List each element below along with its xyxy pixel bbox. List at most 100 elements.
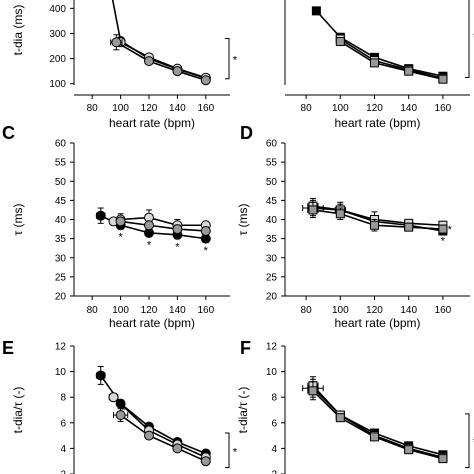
- y-tick-label: 25: [266, 272, 278, 283]
- significance-star: *: [473, 31, 474, 43]
- series-3-line: [312, 390, 444, 460]
- x-tick-label: 160: [197, 305, 214, 316]
- significance-star: *: [204, 245, 209, 257]
- series-2-line: [113, 216, 206, 227]
- series-3-point: [308, 205, 318, 215]
- x-tick-label: 80: [301, 103, 313, 114]
- y-tick-label: 55: [55, 158, 67, 169]
- y-tick-label: 200: [49, 54, 66, 65]
- x-tick-label: 160: [197, 103, 214, 114]
- y-axis-label: τ (ms): [11, 203, 25, 235]
- y-tick-label: 8: [271, 393, 277, 404]
- y-tick-label: 60: [55, 139, 67, 150]
- y-tick-label: 400: [49, 4, 66, 15]
- series-3-point: [115, 216, 126, 227]
- x-tick-label: 140: [169, 305, 186, 316]
- y-tick-label: 6: [271, 418, 277, 429]
- y-tick-label: 25: [55, 272, 67, 283]
- series-3-point: [200, 225, 211, 236]
- series-3-line: [120, 414, 207, 462]
- panel-letter: E: [2, 338, 14, 358]
- y-tick-label: 35: [55, 234, 67, 245]
- y-tick-label: 12: [55, 342, 67, 353]
- series-1-point: [311, 6, 321, 16]
- series-1-line: [312, 387, 444, 456]
- series-3-point: [144, 56, 154, 67]
- y-tick-label: 35: [266, 234, 278, 245]
- series-2-line: [112, 396, 207, 459]
- y-tick-label: 4: [271, 444, 277, 455]
- y-axis-label: τ (ms): [236, 203, 250, 235]
- y-tick-label: 8: [60, 393, 66, 404]
- series-2-line: [339, 38, 444, 79]
- x-axis-label: heart rate (bpm): [334, 116, 420, 130]
- panel-f: 2 4 6 8 10 12 t-dia/τ (-) F *: [236, 338, 474, 474]
- panel-e: 2 4 6 8 10 12 t-dia/τ (-) E * *: [2, 338, 238, 474]
- x-tick-label: 120: [366, 305, 383, 316]
- y-tick-label: 20: [266, 292, 278, 303]
- series-3-point: [335, 37, 345, 47]
- series-3-point: [172, 224, 183, 235]
- x-tick-label: 80: [301, 305, 313, 316]
- y-tick-label: 30: [266, 253, 278, 264]
- series-3-line: [120, 220, 206, 232]
- series-1-point: [95, 210, 106, 221]
- series-group: [311, 6, 448, 84]
- panel-letter: F: [240, 338, 251, 358]
- series-group: [302, 376, 448, 464]
- series-3-point: [404, 222, 414, 232]
- y-tick-label: 30: [55, 253, 67, 264]
- panel-d: 20 25 30 35 40 45 50 55 60 80 100 120 140 160 heart ra…: [236, 123, 470, 330]
- series-group: [95, 365, 211, 467]
- x-tick-label: 160: [435, 305, 452, 316]
- series-3-point: [144, 430, 154, 441]
- y-tick-label: 45: [55, 196, 67, 207]
- x-tick-label: 100: [112, 305, 129, 316]
- y-tick-label: 40: [266, 215, 278, 226]
- x-tick-label: 80: [87, 103, 99, 114]
- significance-star: *: [233, 55, 238, 67]
- x-tick-label: 120: [366, 103, 383, 114]
- series-3-point: [438, 454, 448, 464]
- series-3-point: [404, 445, 414, 455]
- x-axis-label: heart rate (bpm): [334, 316, 420, 330]
- series-3-point: [335, 413, 345, 423]
- series-3-point: [308, 386, 318, 396]
- series-3-point: [404, 66, 414, 76]
- series-3-point: [335, 209, 345, 219]
- y-tick-label: 55: [266, 158, 278, 169]
- series-3-point: [200, 75, 211, 86]
- y-tick-label: 50: [266, 177, 278, 188]
- x-tick-label: 100: [332, 305, 349, 316]
- y-tick-label: 50: [55, 177, 67, 188]
- x-tick-label: 140: [400, 305, 417, 316]
- y-tick-label: 40: [55, 215, 67, 226]
- series-1-line: [315, 10, 444, 77]
- series-3-point: [111, 37, 122, 48]
- series-3-point: [144, 220, 154, 231]
- series-group: [302, 197, 448, 236]
- significance-star: *: [118, 232, 123, 244]
- x-tick-label: 140: [169, 103, 186, 114]
- significance-star: *: [147, 239, 152, 251]
- panel-letter: C: [2, 123, 15, 143]
- y-axis-label: t-dia/τ (-): [11, 387, 25, 434]
- series-group: [110, 0, 211, 86]
- y-tick-label: 300: [49, 29, 66, 40]
- y-tick-label: 10: [55, 367, 67, 378]
- y-tick-label: 100: [49, 79, 66, 90]
- x-tick-label: 120: [141, 103, 158, 114]
- series-3-point: [370, 58, 379, 68]
- significance-star: *: [441, 236, 446, 248]
- significance-bracket: [465, 413, 470, 469]
- y-tick-label: 4: [60, 444, 66, 455]
- x-tick-label: 140: [400, 103, 417, 114]
- series-2-line: [120, 41, 207, 79]
- series-3-line: [115, 41, 207, 81]
- series-3-point: [370, 220, 379, 230]
- x-tick-label: 160: [435, 103, 452, 114]
- significance-star: *: [121, 405, 126, 417]
- series-3-point: [438, 224, 448, 234]
- series-1-point: [95, 370, 106, 381]
